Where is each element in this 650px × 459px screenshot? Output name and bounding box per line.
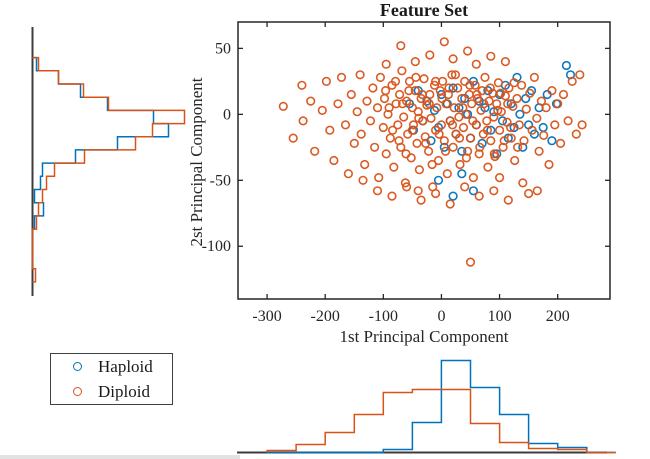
axis-tick-labels: -300 -200 -100 0 100 200 50 0 -50 -100 [202,40,570,325]
axis-ticks [238,22,610,299]
legend-item-diploid: Diploid [51,381,172,403]
x-tick-label-1: -200 [311,308,340,325]
chart-title: Feature Set [379,0,469,20]
scatter-points-diploid [278,37,587,267]
y-tick-label-1: 0 [223,106,231,123]
legend-label-haploid: Haploid [98,356,153,376]
y-tick-label-0: 50 [215,40,231,57]
legend-box: Haploid Diploid [50,353,173,405]
x-axis-label: 1st Principal Component [339,327,509,346]
left-hist-diploid [31,56,186,283]
x-tick-label-3: 0 [437,308,445,325]
legend-item-haploid: Haploid [51,356,172,378]
left-hist-haploid [32,56,170,230]
x-tick-label-2: -100 [369,308,398,325]
legend-label-diploid: Diploid [98,381,150,401]
x-tick-label-0: -300 [252,308,281,325]
x-tick-label-4: 100 [488,308,512,325]
y-tick-label-2: -50 [210,172,231,189]
diploid-marker-icon [73,387,82,396]
haploid-marker-icon [73,362,82,371]
x-tick-label-5: 200 [546,308,570,325]
y-tick-label-3: -100 [202,238,231,255]
bottom-hist-haploid [267,359,616,454]
bottom-hist-diploid [266,388,616,454]
scatter-axes-box [237,21,611,300]
screen-edge-artifact [0,455,240,459]
